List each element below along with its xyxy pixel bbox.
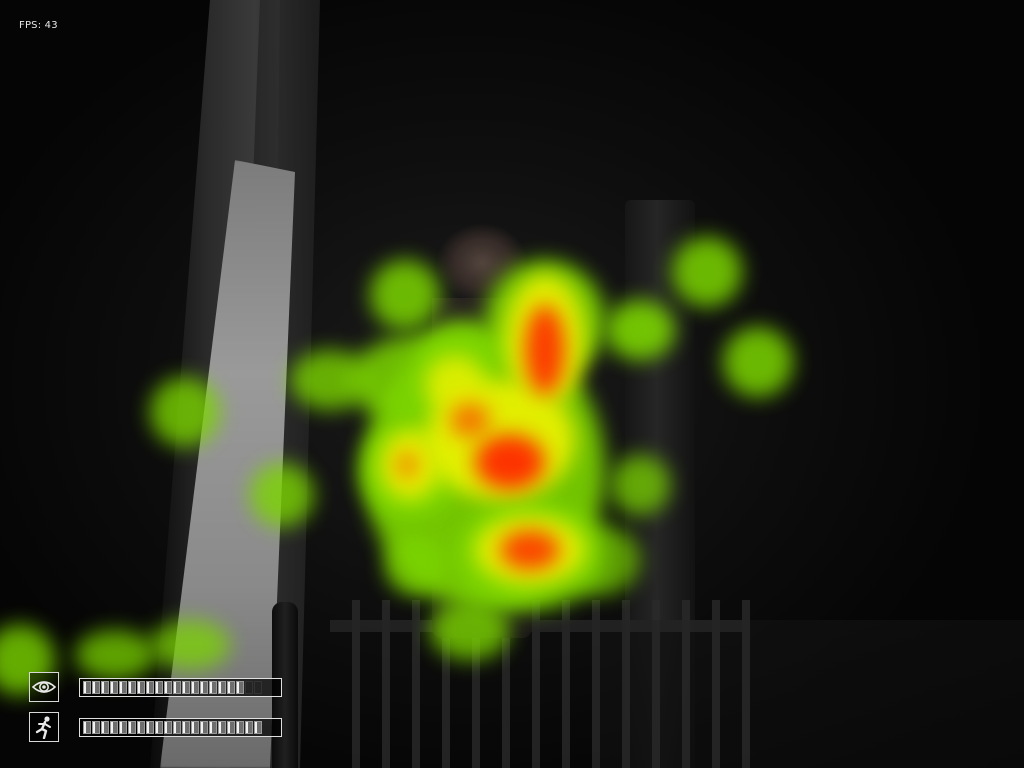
blink-meter-row [29,672,282,702]
meter-segment [191,680,199,694]
meter-segment [128,680,136,694]
blink-meter-bar [79,677,282,697]
heatmap-blob-low [723,327,793,397]
meter-segment [245,680,253,694]
meter-segment [110,680,118,694]
meter-segment [218,680,226,694]
heatmap-blob-mid [380,430,440,500]
stamina-meter-bar [79,717,282,737]
meter-segment [137,720,145,734]
meter-segment [227,720,235,734]
meter-segment [83,720,91,734]
running-man-icon [29,712,59,742]
eye-icon [29,672,59,702]
meter-segment [218,720,226,734]
meter-segment [164,720,172,734]
meter-segment [209,720,217,734]
meter-segment [173,680,181,694]
stair-railing [330,600,750,768]
meter-segment [164,680,172,694]
meter-segment [101,720,109,734]
meter-segment [182,720,190,734]
meter-segment [119,680,127,694]
meter-segment [146,720,154,734]
meter-segment [236,720,244,734]
meter-segment [254,720,262,734]
meter-segment [254,680,262,694]
meter-segment [155,680,163,694]
meter-segment [200,720,208,734]
heatmap-blob-high [396,451,418,479]
meter-segment [92,720,100,734]
meter-segment [146,680,154,694]
meter-segment [182,680,190,694]
heatmap-blob-low [370,260,440,330]
meter-segment [209,680,217,694]
meter-segment [128,720,136,734]
meter-segment [101,680,109,694]
meter-segment [83,680,91,694]
meter-segment [155,720,163,734]
meter-segment [92,680,100,694]
meter-segment [110,720,118,734]
meter-segment [191,720,199,734]
meter-segment [173,720,181,734]
meter-segment [245,720,253,734]
creature-figure [432,218,532,638]
meter-segment [227,680,235,694]
stamina-meter-row [29,712,282,742]
meter-segment [200,680,208,694]
meter-segment [236,680,244,694]
meter-segment [137,680,145,694]
fps-counter: FPS: 43 [19,20,58,31]
meter-segment [119,720,127,734]
